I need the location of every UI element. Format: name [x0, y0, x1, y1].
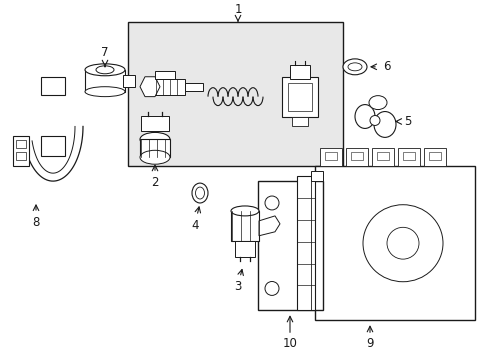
Text: 7: 7: [101, 46, 108, 59]
Bar: [140, 139, 170, 157]
Bar: [397, 148, 419, 166]
Ellipse shape: [354, 105, 374, 129]
Bar: [287, 83, 311, 111]
Text: 5: 5: [403, 115, 410, 128]
Circle shape: [386, 227, 418, 259]
Bar: [296, 176, 314, 310]
Ellipse shape: [85, 64, 125, 76]
Text: 8: 8: [32, 216, 40, 229]
Text: 9: 9: [366, 337, 373, 350]
Bar: [13, 136, 29, 166]
Bar: [310, 171, 323, 181]
Circle shape: [264, 196, 279, 210]
Ellipse shape: [192, 183, 207, 203]
Bar: [16, 152, 26, 160]
Text: 10: 10: [282, 337, 297, 350]
Bar: [325, 152, 336, 160]
Bar: [141, 116, 169, 131]
Bar: [423, 148, 445, 166]
Bar: [41, 77, 65, 95]
Ellipse shape: [230, 206, 259, 216]
Bar: [289, 65, 309, 79]
Bar: [235, 241, 254, 257]
Ellipse shape: [195, 187, 204, 199]
Bar: [291, 117, 307, 126]
Ellipse shape: [373, 112, 395, 138]
Bar: [155, 71, 175, 79]
Bar: [184, 83, 203, 91]
Circle shape: [264, 282, 279, 296]
Bar: [350, 152, 362, 160]
Bar: [258, 181, 323, 310]
Ellipse shape: [342, 59, 366, 75]
Bar: [128, 22, 342, 166]
Bar: [346, 148, 367, 166]
Ellipse shape: [368, 96, 386, 109]
Bar: [123, 75, 135, 87]
Bar: [376, 152, 388, 160]
Text: 2: 2: [151, 176, 159, 189]
Ellipse shape: [347, 63, 361, 71]
Circle shape: [369, 116, 379, 125]
Bar: [319, 148, 341, 166]
Polygon shape: [259, 216, 280, 236]
Bar: [41, 136, 65, 156]
Bar: [85, 70, 125, 92]
Bar: [16, 140, 26, 148]
Text: 6: 6: [382, 60, 390, 73]
Bar: [371, 148, 393, 166]
Text: 4: 4: [191, 219, 198, 232]
Bar: [150, 79, 184, 95]
Ellipse shape: [140, 150, 170, 164]
Bar: [402, 152, 414, 160]
Bar: [314, 166, 474, 320]
Ellipse shape: [85, 87, 125, 96]
Text: 1: 1: [234, 3, 241, 16]
Bar: [428, 152, 440, 160]
Ellipse shape: [140, 132, 170, 146]
Polygon shape: [140, 77, 160, 96]
Bar: [282, 77, 317, 117]
Bar: [230, 211, 259, 241]
Ellipse shape: [96, 66, 114, 74]
Text: 3: 3: [234, 280, 241, 293]
Ellipse shape: [362, 205, 442, 282]
